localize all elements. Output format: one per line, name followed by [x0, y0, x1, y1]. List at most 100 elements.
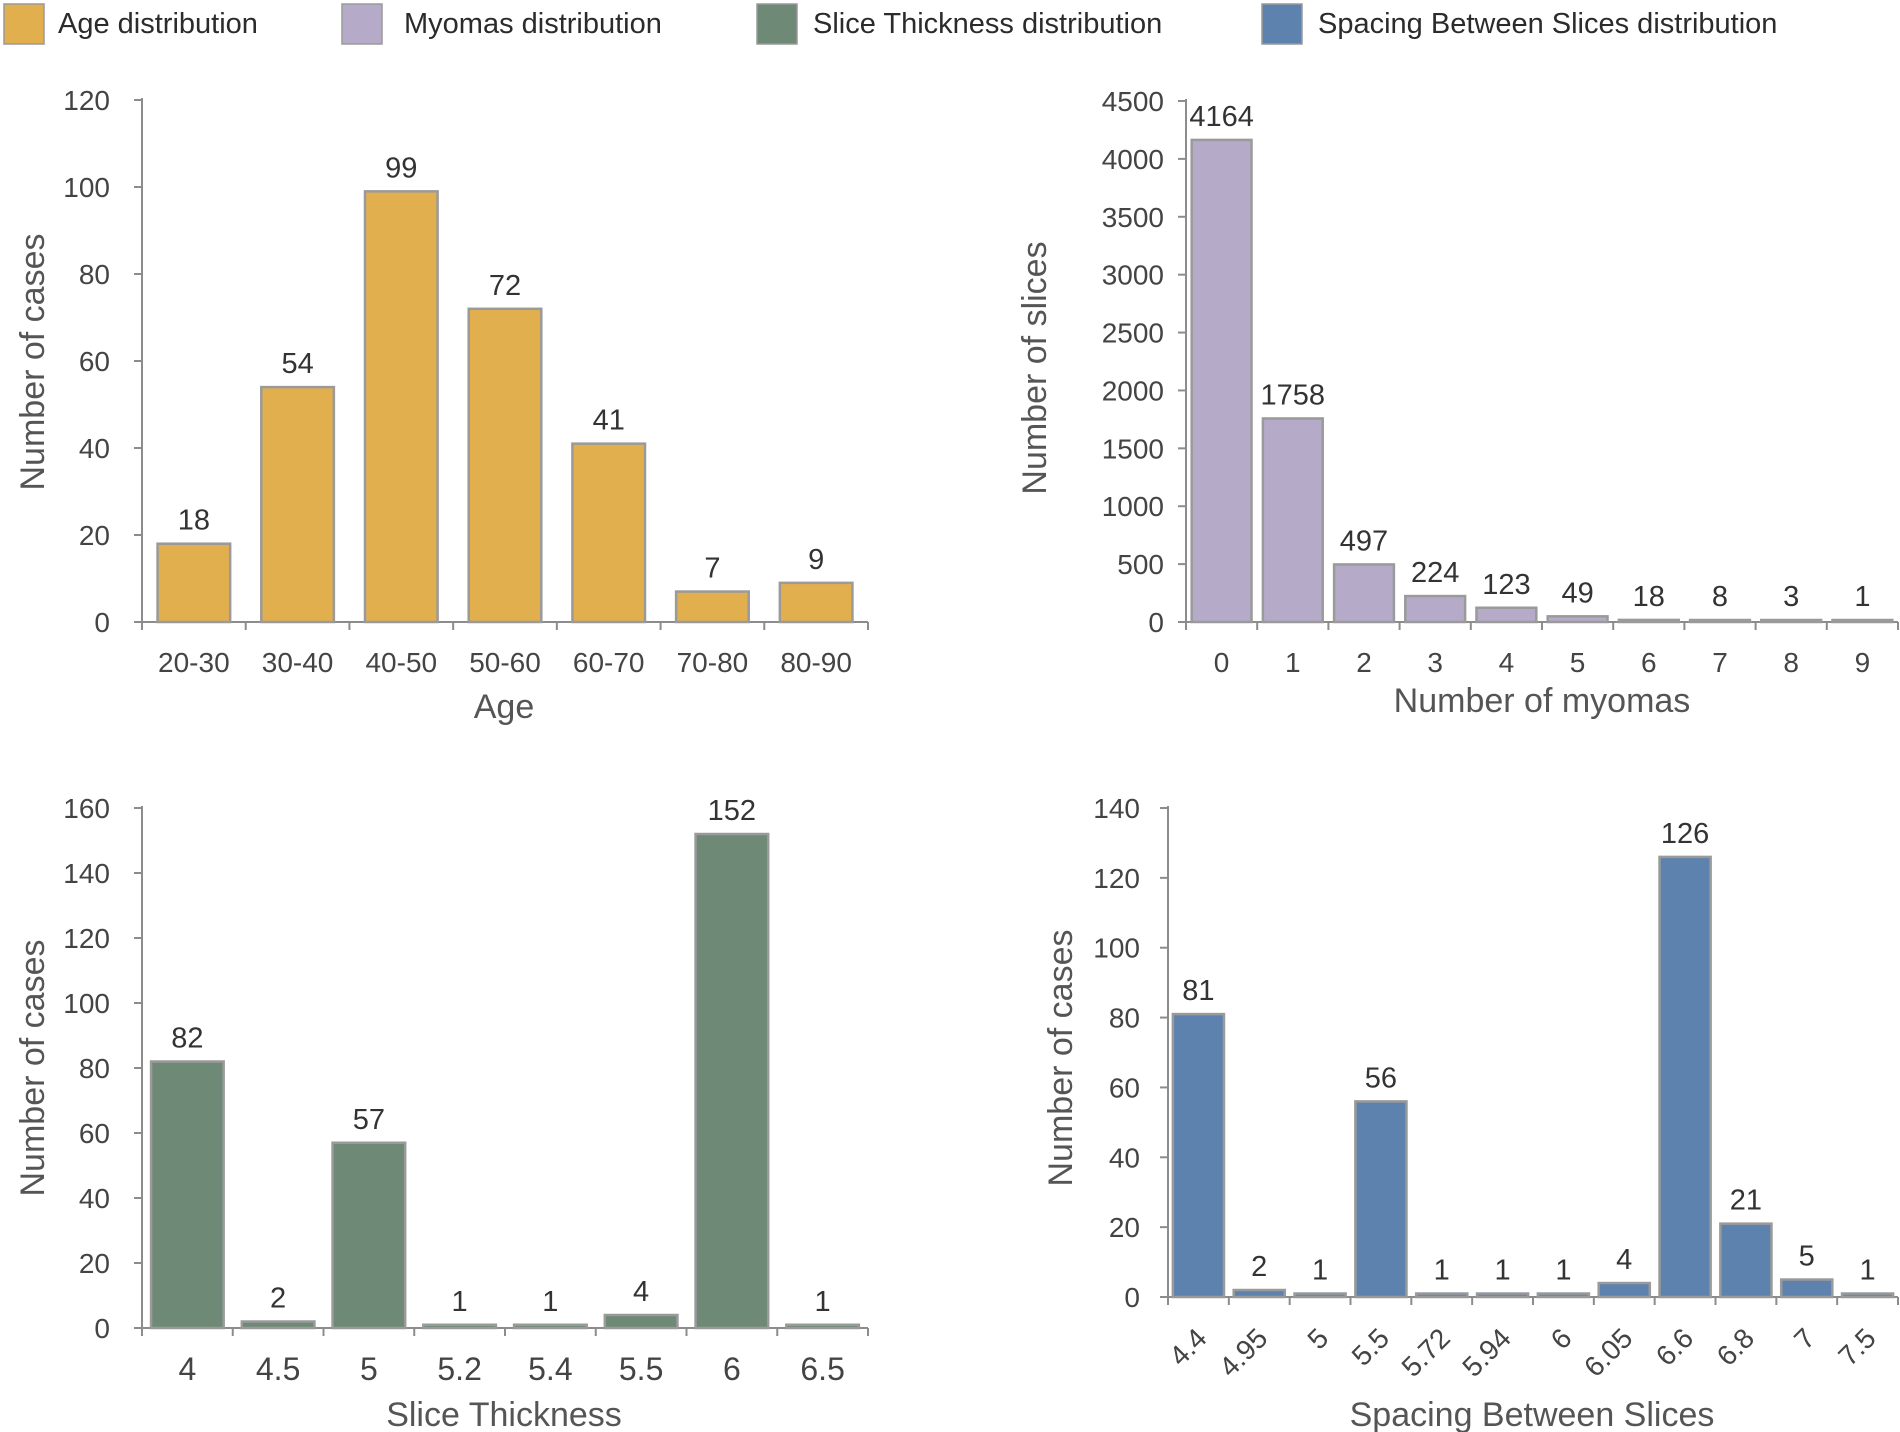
- spacing-bar-5.72: [1414, 1292, 1469, 1299]
- spacing-value-label-5.94: 1: [1495, 1255, 1511, 1287]
- thickness-x-tick-label-5: 5: [360, 1351, 378, 1387]
- age-bar-40-50: [363, 190, 439, 624]
- thickness-y-tick-label-6: 120: [63, 923, 110, 954]
- thickness-value-label-5.4: 1: [542, 1286, 558, 1318]
- myomas-value-label-2: 497: [1340, 525, 1388, 557]
- spacing-bar-6.05: [1597, 1281, 1652, 1299]
- thickness-y-axis-title: Number of cases: [14, 940, 52, 1197]
- legend-label-3: Slice Thickness distribution: [813, 8, 1162, 40]
- age-value-label-40-50: 99: [385, 152, 417, 184]
- spacing-bar-6: [1536, 1292, 1591, 1299]
- myomas-bar-0: [1190, 138, 1253, 624]
- spacing-bar-7: [1779, 1278, 1834, 1299]
- myomas-bar-8: [1760, 618, 1823, 624]
- spacing-bar-5.94: [1475, 1292, 1530, 1299]
- spacing-value-label-7: 5: [1799, 1241, 1815, 1273]
- legend-swatch-4: [1261, 3, 1303, 45]
- age-x-tick-label-20-30: 20-30: [158, 647, 230, 678]
- thickness-value-label-6: 152: [708, 795, 756, 827]
- myomas-value-label-4: 123: [1482, 569, 1530, 601]
- thickness-value-label-4: 82: [171, 1023, 203, 1055]
- age-y-tick-label-2: 40: [79, 433, 110, 464]
- age-bar-30-40: [260, 385, 336, 624]
- myomas-value-label-5: 49: [1561, 577, 1593, 609]
- legend-swatch-1: [3, 3, 45, 45]
- spacing-x-tick-label-6.8: 6.8: [1711, 1322, 1760, 1371]
- thickness-value-label-5.5: 4: [633, 1276, 649, 1308]
- thickness-y-tick-label-5: 100: [63, 988, 110, 1019]
- age-x-tick-label-50-60: 50-60: [469, 647, 541, 678]
- age-value-label-60-70: 41: [593, 405, 625, 437]
- myomas-value-label-1: 1758: [1261, 379, 1326, 411]
- myomas-y-tick-label-1: 500: [1117, 549, 1164, 580]
- thickness-value-label-4.5: 2: [270, 1283, 286, 1315]
- myomas-y-tick-label-4: 2000: [1102, 375, 1164, 406]
- spacing-x-tick-label-5.72: 5.72: [1396, 1322, 1456, 1382]
- spacing-value-label-6.8: 21: [1730, 1185, 1762, 1217]
- spacing-x-tick-label-6.6: 6.6: [1650, 1322, 1699, 1371]
- age-value-label-30-40: 54: [281, 348, 313, 380]
- thickness-x-tick-label-5.4: 5.4: [528, 1351, 572, 1387]
- thickness-value-label-5: 57: [353, 1104, 385, 1136]
- spacing-bar-4.4: [1171, 1012, 1226, 1299]
- myomas-x-tick-label-0: 0: [1214, 647, 1230, 678]
- thickness-y-tick-label-4: 80: [79, 1053, 110, 1084]
- age-bar-70-80: [674, 590, 750, 624]
- thickness-bar-4.5: [240, 1320, 316, 1330]
- spacing-value-label-4.4: 81: [1182, 975, 1214, 1007]
- spacing-y-tick-label-2: 40: [1109, 1142, 1140, 1173]
- spacing-y-tick-label-4: 80: [1109, 1003, 1140, 1034]
- spacing-x-tick-label-6: 6: [1545, 1322, 1578, 1355]
- thickness-bar-5: [331, 1141, 407, 1330]
- thickness-y-tick-label-7: 140: [63, 858, 110, 889]
- spacing-y-tick-label-7: 140: [1093, 793, 1140, 824]
- myomas-x-tick-label-6: 6: [1641, 647, 1657, 678]
- spacing-x-tick-label-6.05: 6.05: [1578, 1322, 1638, 1382]
- age-value-label-80-90: 9: [808, 544, 824, 576]
- spacing-value-label-6.05: 4: [1616, 1244, 1632, 1276]
- thickness-bar-5.2: [422, 1323, 498, 1330]
- myomas-y-tick-label-6: 3000: [1102, 260, 1164, 291]
- myomas-x-tick-label-5: 5: [1570, 647, 1586, 678]
- myomas-y-tick-label-8: 4000: [1102, 144, 1164, 175]
- age-value-label-50-60: 72: [489, 270, 521, 302]
- legend: Age distribution Myomas distribution Slice…: [3, 3, 1777, 45]
- myomas-y-tick-label-2: 1000: [1102, 491, 1164, 522]
- myomas-bar-9: [1831, 618, 1894, 624]
- thickness-y-tick-label-8: 160: [63, 793, 110, 824]
- age-y-tick-label-6: 120: [63, 85, 110, 116]
- myomas-bar-5: [1546, 615, 1609, 624]
- thickness-x-axis-title: Slice Thickness: [386, 1396, 622, 1432]
- spacing-y-tick-label-0: 0: [1124, 1282, 1140, 1313]
- spacing-value-label-5: 1: [1312, 1255, 1328, 1287]
- age-y-tick-label-4: 80: [79, 259, 110, 290]
- spacing-y-tick-label-5: 100: [1093, 933, 1140, 964]
- spacing-x-tick-label-7.5: 7.5: [1832, 1322, 1881, 1371]
- thickness-bar-5.4: [512, 1323, 588, 1330]
- spacing-value-label-6: 1: [1555, 1255, 1571, 1287]
- thickness-bar-5.5: [603, 1313, 679, 1330]
- age-value-label-70-80: 7: [704, 553, 720, 585]
- legend-swatch-3: [756, 3, 798, 45]
- spacing-bar-5: [1293, 1292, 1347, 1299]
- myomas-x-tick-label-9: 9: [1855, 647, 1871, 678]
- myomas-value-label-0: 4164: [1189, 101, 1254, 133]
- myomas-value-label-8: 3: [1783, 581, 1799, 613]
- myomas-y-tick-label-7: 3500: [1102, 202, 1164, 233]
- age-x-tick-label-30-40: 30-40: [262, 647, 334, 678]
- thickness-value-label-5.2: 1: [452, 1286, 468, 1318]
- spacing-value-label-4.95: 2: [1251, 1251, 1267, 1283]
- spacing-bar-6.8: [1719, 1222, 1773, 1299]
- myomas-value-label-6: 18: [1633, 581, 1665, 613]
- spacing-value-label-6.6: 126: [1661, 818, 1709, 850]
- age-x-tick-label-80-90: 80-90: [780, 647, 852, 678]
- myomas-bar-1: [1261, 417, 1324, 624]
- thickness-bar-6.5: [785, 1323, 861, 1330]
- myomas-y-tick-label-5: 2500: [1102, 318, 1164, 349]
- myomas-bar-6: [1617, 618, 1680, 624]
- spacing-value-label-7.5: 1: [1860, 1255, 1876, 1287]
- spacing-bar-6.6: [1658, 855, 1712, 1299]
- age-x-tick-label-70-80: 70-80: [677, 647, 749, 678]
